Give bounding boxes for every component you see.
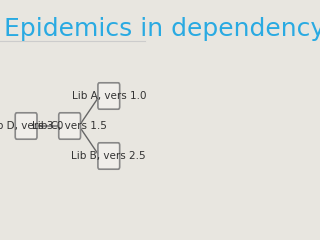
Text: Lib C, vers 1.5: Lib C, vers 1.5 [32, 121, 107, 131]
Text: Lib D, vers 3.0: Lib D, vers 3.0 [0, 121, 64, 131]
Text: Lib A, vers 1.0: Lib A, vers 1.0 [72, 91, 146, 101]
FancyBboxPatch shape [98, 83, 120, 109]
FancyBboxPatch shape [15, 113, 37, 139]
FancyBboxPatch shape [59, 113, 81, 139]
Text: Lib B, vers 2.5: Lib B, vers 2.5 [71, 151, 146, 161]
Text: Epidemics in dependency graphs: Epidemics in dependency graphs [4, 17, 320, 41]
FancyBboxPatch shape [98, 143, 120, 169]
